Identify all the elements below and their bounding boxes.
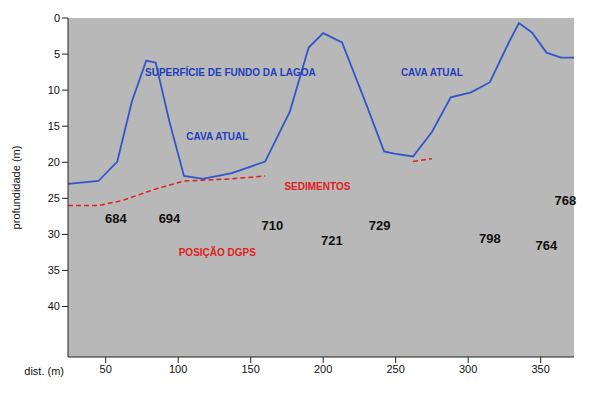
svg-text:684: 684 [105, 211, 127, 226]
svg-text:30: 30 [48, 228, 60, 240]
svg-text:300: 300 [459, 363, 477, 375]
svg-text:CAVA ATUAL: CAVA ATUAL [401, 67, 463, 78]
svg-text:SEDIMENTOS: SEDIMENTOS [284, 181, 350, 192]
svg-text:764: 764 [536, 238, 558, 253]
svg-text:15: 15 [48, 120, 60, 132]
svg-text:729: 729 [369, 218, 391, 233]
svg-text:200: 200 [314, 363, 332, 375]
svg-text:721: 721 [321, 233, 343, 248]
svg-text:50: 50 [100, 363, 112, 375]
svg-text:150: 150 [242, 363, 260, 375]
svg-text:710: 710 [262, 218, 284, 233]
svg-text:POSIÇÃO DGPS: POSIÇÃO DGPS [179, 246, 257, 258]
svg-text:5: 5 [54, 48, 60, 60]
svg-text:798: 798 [479, 231, 501, 246]
svg-text:250: 250 [386, 363, 404, 375]
svg-text:20: 20 [48, 156, 60, 168]
svg-text:CAVA ATUAL: CAVA ATUAL [186, 131, 248, 142]
svg-text:768: 768 [554, 193, 576, 208]
svg-text:35: 35 [48, 264, 60, 276]
svg-text:10: 10 [48, 84, 60, 96]
svg-text:profundidade (m): profundidade (m) [10, 146, 22, 230]
svg-text:350: 350 [531, 363, 549, 375]
svg-text:40: 40 [48, 300, 60, 312]
svg-text:694: 694 [159, 211, 181, 226]
svg-text:0: 0 [54, 12, 60, 24]
svg-text:SUPERFÍCIE DE FUNDO DA LAGOA: SUPERFÍCIE DE FUNDO DA LAGOA [145, 66, 316, 78]
svg-text:100: 100 [169, 363, 187, 375]
svg-text:25: 25 [48, 192, 60, 204]
svg-text:dist. (m): dist. (m) [24, 365, 64, 377]
